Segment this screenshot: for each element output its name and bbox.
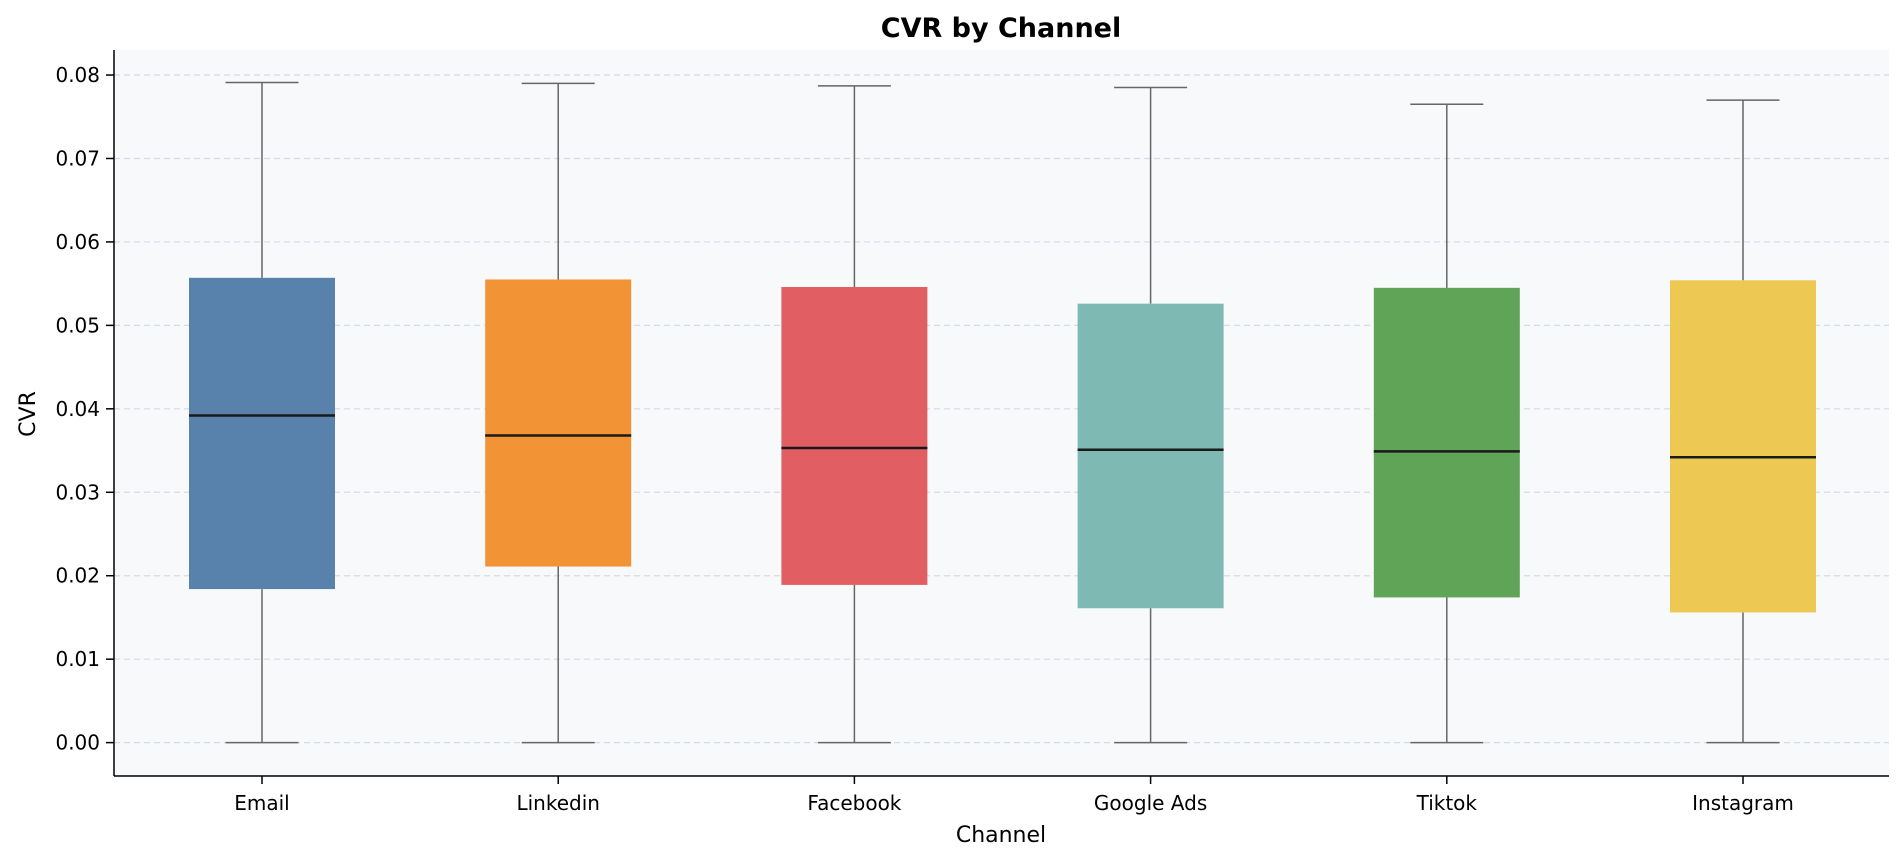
y-tick-label: 0.06 — [55, 230, 100, 254]
iqr-box — [781, 286, 928, 585]
plot-area-background — [114, 50, 1889, 776]
iqr-box — [1670, 280, 1816, 613]
box-layer — [189, 81, 1816, 744]
x-axis-label: Channel — [956, 823, 1046, 848]
box-linkedin — [485, 82, 632, 744]
x-tick-layer: Email Linkedin Facebook Google Ads Tiktok Ins… — [234, 776, 1794, 815]
y-tick-label: 0.02 — [55, 564, 100, 588]
y-tick-label: 0.03 — [55, 480, 100, 504]
x-tick-label: Google Ads — [1094, 791, 1207, 815]
y-tick-layer: 0.00 0.01 0.02 0.03 0.04 0.05 0.06 0.07 0.08 — [55, 63, 114, 755]
chart-title: CVR by Channel — [881, 13, 1122, 44]
y-tick-label: 0.05 — [55, 313, 100, 337]
x-tick-label: Email — [234, 791, 290, 815]
box-email — [189, 81, 335, 744]
box-instagram — [1670, 99, 1816, 744]
y-tick-label: 0.07 — [55, 146, 100, 170]
grid-layer — [114, 74, 1889, 744]
box-facebook — [781, 85, 928, 744]
iqr-box — [485, 279, 632, 567]
x-tick-label: Linkedin — [516, 791, 599, 815]
y-tick-label: 0.04 — [55, 397, 100, 421]
box-google-ads — [1077, 86, 1224, 744]
x-tick-label: Instagram — [1692, 791, 1794, 815]
box-tiktok — [1373, 103, 1520, 744]
x-tick-label: Facebook — [807, 791, 901, 815]
iqr-box — [1373, 287, 1520, 598]
y-axis-label: CVR — [16, 391, 41, 437]
x-tick-label: Tiktok — [1416, 791, 1478, 815]
y-tick-label: 0.08 — [55, 63, 100, 87]
y-tick-label: 0.00 — [55, 731, 100, 755]
iqr-box — [1077, 303, 1224, 609]
y-tick-label: 0.01 — [55, 647, 100, 671]
iqr-box — [189, 277, 335, 590]
